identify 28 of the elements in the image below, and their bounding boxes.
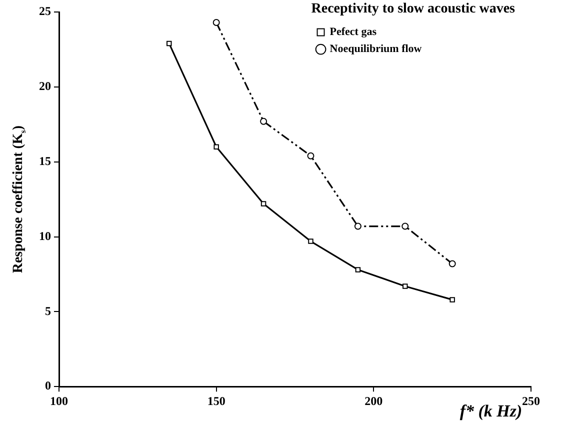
- point: [260, 118, 268, 125]
- point: [212, 18, 220, 26]
- point: [354, 222, 362, 230]
- point: [308, 238, 314, 244]
- x-tick-label: 100: [50, 394, 68, 408]
- x-axis-title: f* (k Hz): [460, 402, 522, 421]
- x-tick-label: 150: [207, 394, 226, 408]
- y-tick-label: 0: [45, 378, 51, 393]
- y-tick-label: 10: [39, 228, 51, 243]
- point: [214, 144, 219, 150]
- point: [402, 222, 409, 230]
- point: [355, 267, 361, 272]
- point: [402, 284, 408, 289]
- point: [307, 152, 314, 160]
- chart-title: Receptivity to slow acoustic waves: [311, 2, 516, 17]
- point: [450, 297, 455, 302]
- legend-label: Pefect gas: [330, 26, 378, 38]
- x-tick-label: 200: [364, 394, 383, 408]
- point: [448, 260, 456, 268]
- point: [260, 201, 266, 206]
- y-tick-label: 20: [39, 79, 51, 94]
- y-tick-label: 5: [45, 304, 51, 318]
- y-tick-label: 15: [39, 154, 51, 168]
- point: [166, 40, 172, 46]
- x-tick-label: 250: [522, 394, 540, 408]
- y-tick-label: 25: [39, 4, 51, 18]
- legend-label: Noequilibrium flow: [330, 43, 422, 56]
- y-axis-title: Response coefficient (Ks): [11, 125, 28, 274]
